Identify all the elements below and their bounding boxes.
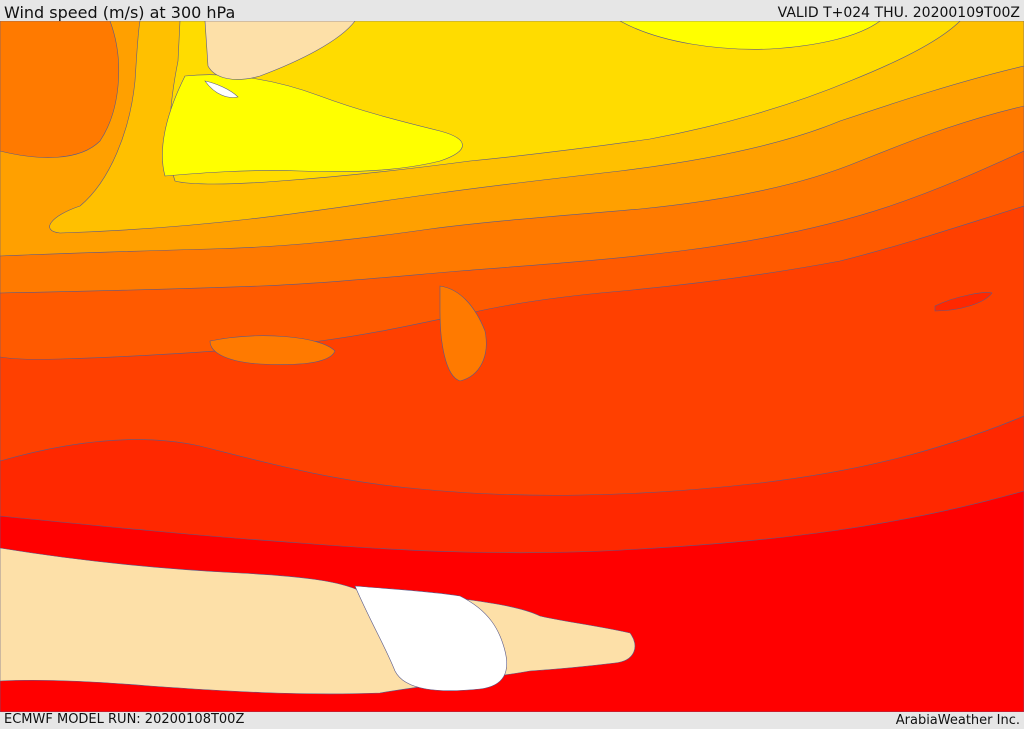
pocket-scarlet-e (934, 292, 993, 312)
model-run-label: ECMWF MODEL RUN: 20200108T00Z (4, 712, 245, 727)
footer-bar: ECMWF MODEL RUN: 20200108T00Z ArabiaWeat… (0, 712, 1024, 729)
brand-label: ArabiaWeather Inc. (895, 713, 1020, 728)
pocket-dark-orange-nw (0, 21, 119, 158)
map-title: Wind speed (m/s) at 300 hPa (4, 3, 236, 22)
pocket-white-n (204, 80, 239, 98)
wind-speed-map[interactable] (0, 21, 1024, 712)
band-yellow (162, 74, 463, 177)
map-svg (0, 21, 1024, 712)
valid-time: VALID T+024 THU. 20200109T00Z (777, 5, 1020, 21)
pocket-dark-orange-c (209, 335, 336, 365)
pocket-dark-orange-j (439, 285, 487, 382)
pocket-yellow-n (619, 21, 881, 50)
pocket-tan-n (204, 21, 356, 80)
header-bar: Wind speed (m/s) at 300 hPa VALID T+024 … (0, 0, 1024, 22)
pocket-white-s (354, 585, 508, 691)
